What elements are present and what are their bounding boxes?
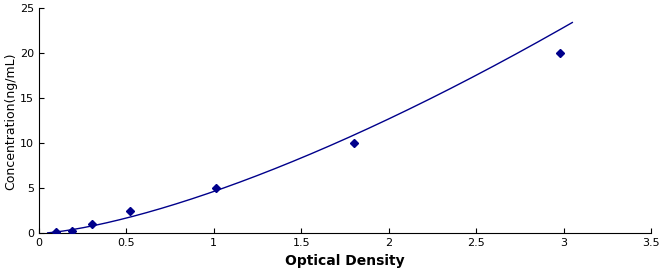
X-axis label: Optical Density: Optical Density	[285, 254, 405, 268]
Y-axis label: Concentration(ng/mL): Concentration(ng/mL)	[4, 52, 17, 190]
